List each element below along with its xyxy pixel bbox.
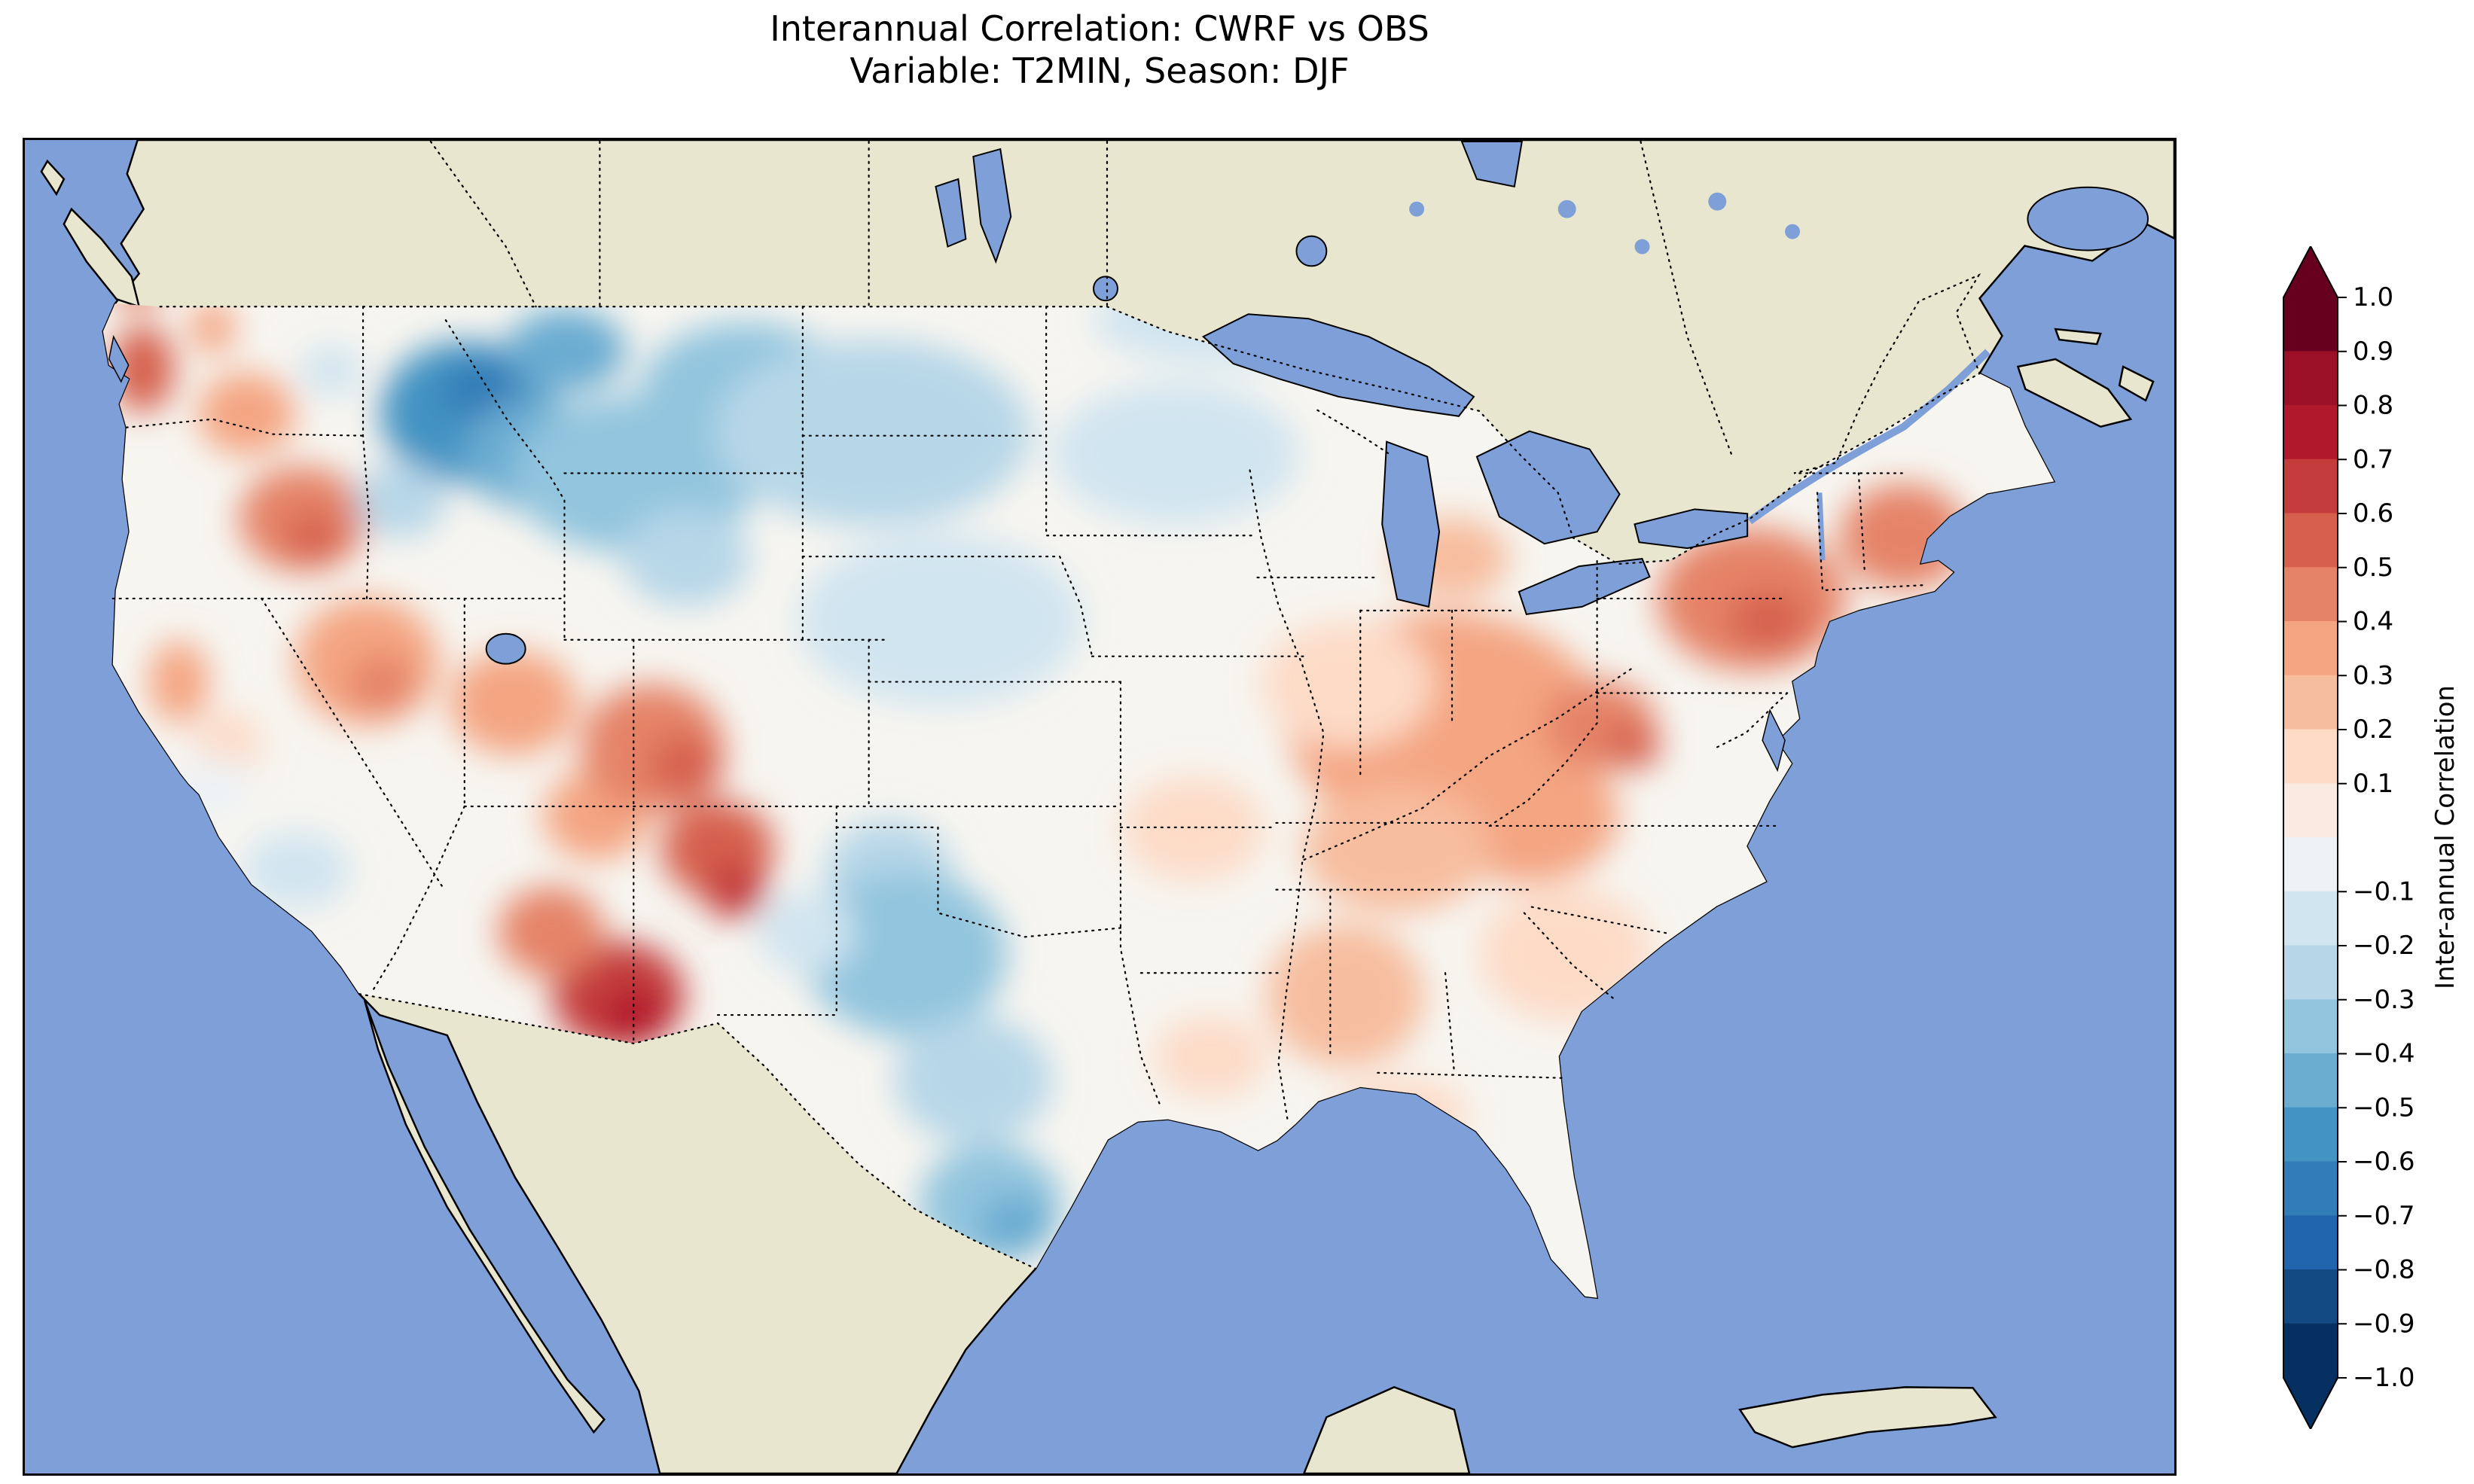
- lake-winnipeg: [972, 148, 1012, 264]
- state-border-line: [1523, 912, 1615, 1001]
- lake-ontario: [1634, 508, 1749, 550]
- cuba: [1738, 1386, 1997, 1449]
- haida-gwaii: [40, 159, 66, 197]
- colorbar-segment: [2283, 1215, 2338, 1271]
- lake-michigan: [1381, 440, 1441, 608]
- canadian-lake: [1634, 239, 1650, 254]
- colorbar-tick-label: 1.0: [2353, 282, 2393, 312]
- colorbar-tick-label: 0.1: [2353, 769, 2393, 799]
- state-border-line: [361, 306, 371, 600]
- colorbar-tick-label: 0.8: [2353, 391, 2393, 421]
- canadian-lake: [1785, 224, 1801, 239]
- colorbar-tick-label: 0.9: [2353, 337, 2393, 367]
- st-lawrence-river: [1747, 349, 1990, 525]
- colorbar-tick-label: 0.7: [2353, 444, 2393, 474]
- map-axes: [23, 138, 2177, 1476]
- colorbar-tick-label: −0.1: [2353, 876, 2415, 907]
- colorbar-tick-label: 0.2: [2353, 715, 2393, 745]
- cape-breton-island: [2118, 365, 2155, 402]
- us-canada-border: [159, 273, 1981, 565]
- colorbar: 1.0 0.9 0.8 0.7 0.6 0.5 0.4 0.3 0.2 0.1 −0.1 −0.2 −0…: [2283, 246, 2415, 1429]
- colorbar-tick-label: −0.8: [2353, 1255, 2415, 1285]
- lake-of-the-woods: [1093, 276, 1118, 302]
- colorbar-segment: [2283, 1269, 2338, 1324]
- colorbar-tick-label: −0.3: [2353, 985, 2415, 1015]
- colorbar-tick-label: −0.6: [2353, 1147, 2415, 1177]
- colorbar-segment: [2283, 297, 2338, 352]
- lake-manitoba: [935, 178, 967, 248]
- lake-champlain: [1817, 492, 1826, 561]
- state-border-line: [835, 826, 1122, 938]
- lake-superior: [1201, 313, 1475, 417]
- colorbar-segment: [2283, 1107, 2338, 1163]
- colorbar-segment: [2283, 1161, 2338, 1217]
- figure-title-line1: Interannual Correlation: CWRF vs OBS: [770, 8, 1429, 49]
- lake-erie: [1518, 558, 1651, 615]
- colorbar-extend-bottom: [2283, 1378, 2338, 1429]
- colorbar-segment: [2283, 1323, 2338, 1379]
- colorbar-segment: [2283, 729, 2338, 785]
- correlation-field-blobs: [111, 303, 1968, 1264]
- state-border-line: [1249, 469, 1325, 1120]
- state-border-line: [801, 556, 1094, 657]
- vancouver-island: [63, 207, 141, 309]
- canadian-province-border: [1640, 140, 1734, 458]
- colorbar-tick-label: 0.4: [2353, 607, 2393, 637]
- colorbar-segment: [2283, 621, 2338, 676]
- figure-title: Interannual Correlation: CWRF vs OBS Var…: [23, 8, 2177, 92]
- canadian-province-border: [429, 140, 537, 308]
- colorbar-segment: [2283, 513, 2338, 568]
- colorbar-segment: [2283, 405, 2338, 460]
- canadian-lake: [1409, 201, 1425, 217]
- canadian-lake: [1708, 192, 1727, 211]
- colorbar-extend-top: [2283, 246, 2338, 297]
- colorbar-segment: [2283, 837, 2338, 892]
- state-border-line: [1857, 472, 1865, 573]
- colorbar-tick-label: −1.0: [2353, 1363, 2415, 1393]
- colorbar-tick-label: −0.9: [2353, 1309, 2415, 1339]
- correlation-map: [25, 140, 2174, 1473]
- colorbar-segment: [2283, 945, 2338, 1001]
- colorbar-label: Inter-annual Correlation: [2430, 685, 2460, 989]
- canadian-lake: [1557, 200, 1576, 218]
- lakes: [108, 140, 2149, 772]
- state-border-line: [1377, 1071, 1564, 1079]
- colorbar-segment: [2283, 783, 2338, 839]
- colorbar-segment: [2283, 459, 2338, 514]
- lake-nipigon: [1295, 235, 1328, 267]
- nova-scotia: [2016, 358, 2133, 428]
- colorbar-tick-label: 0.5: [2353, 553, 2393, 583]
- colorbar-tick-label: −0.7: [2353, 1201, 2415, 1231]
- colorbar-tick-label: 0.6: [2353, 498, 2393, 529]
- state-border-line: [371, 805, 465, 993]
- colorbar-segment: [2283, 1053, 2338, 1108]
- colorbar-segment: [2283, 891, 2338, 946]
- state-border-line: [444, 319, 566, 641]
- colorbar-tick-label: −0.5: [2353, 1092, 2415, 1123]
- colorbar-tick-label: 0.3: [2353, 660, 2393, 690]
- canadian-lake: [1481, 153, 1502, 175]
- state-border-line: [716, 805, 837, 1016]
- prince-edward-island: [2054, 328, 2102, 346]
- great-salt-lake: [485, 632, 526, 665]
- political-borders-dotted: [111, 140, 1981, 1270]
- yucatan-peninsula: [1303, 1386, 1471, 1473]
- baja-california: [363, 999, 606, 1434]
- state-border-line: [1045, 306, 1257, 537]
- colorbar-segment: [2283, 351, 2338, 407]
- colorbar-segment: [2283, 999, 2338, 1055]
- gulf-of-st-lawrence: [2027, 186, 2149, 251]
- state-border-line: [1316, 409, 1393, 456]
- figure-title-line2: Variable: T2MIN, Season: DJF: [850, 50, 1350, 92]
- lake-huron: [1475, 430, 1621, 545]
- puget-sound: [108, 334, 130, 383]
- colorbar-segment: [2283, 567, 2338, 623]
- colorbar-tick-label: −0.2: [2353, 931, 2415, 961]
- colorbar-tick-label: −0.4: [2353, 1039, 2415, 1069]
- chesapeake-bay: [1762, 708, 1786, 772]
- colorbar-segment: [2283, 675, 2338, 730]
